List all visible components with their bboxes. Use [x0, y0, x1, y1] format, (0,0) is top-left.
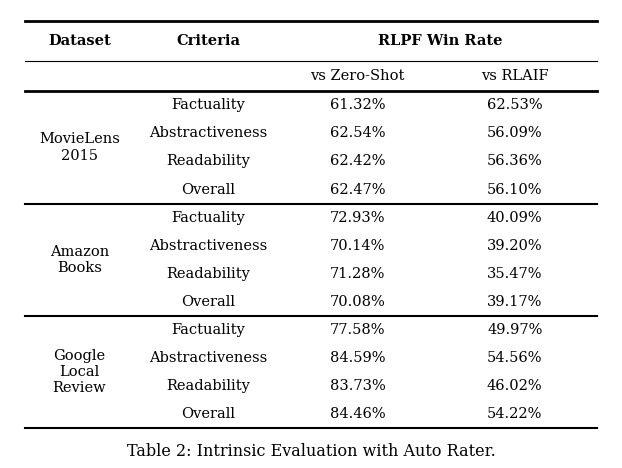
Text: 61.32%: 61.32% — [330, 98, 386, 112]
Text: 39.17%: 39.17% — [487, 295, 542, 309]
Text: vs RLAIF: vs RLAIF — [481, 69, 549, 83]
Text: 39.20%: 39.20% — [487, 239, 542, 253]
Text: 71.28%: 71.28% — [330, 267, 386, 281]
Text: 56.09%: 56.09% — [487, 126, 542, 140]
Text: Amazon
Books: Amazon Books — [50, 245, 109, 275]
Text: 62.47%: 62.47% — [330, 183, 386, 197]
Text: RLPF Win Rate: RLPF Win Rate — [378, 34, 503, 48]
Text: 77.58%: 77.58% — [330, 323, 386, 337]
Text: 56.10%: 56.10% — [487, 183, 542, 197]
Text: 49.97%: 49.97% — [487, 323, 542, 337]
Text: Factuality: Factuality — [172, 98, 245, 112]
Text: 72.93%: 72.93% — [330, 211, 386, 225]
Text: Overall: Overall — [182, 183, 235, 197]
Text: 62.42%: 62.42% — [330, 154, 386, 168]
Text: Readability: Readability — [167, 379, 250, 393]
Text: Overall: Overall — [182, 407, 235, 421]
Text: 70.14%: 70.14% — [330, 239, 386, 253]
Text: 46.02%: 46.02% — [487, 379, 542, 393]
Text: 62.53%: 62.53% — [487, 98, 542, 112]
Text: Dataset: Dataset — [48, 34, 111, 48]
Text: Readability: Readability — [167, 154, 250, 168]
Text: 56.36%: 56.36% — [487, 154, 542, 168]
Text: Factuality: Factuality — [172, 323, 245, 337]
Text: Google
Local
Review: Google Local Review — [52, 349, 106, 395]
Text: 84.59%: 84.59% — [330, 351, 386, 365]
Text: Overall: Overall — [182, 295, 235, 309]
Text: MovieLens
2015: MovieLens 2015 — [39, 132, 120, 162]
Text: Criteria: Criteria — [177, 34, 240, 48]
Text: 70.08%: 70.08% — [330, 295, 386, 309]
Text: 83.73%: 83.73% — [330, 379, 386, 393]
Text: 35.47%: 35.47% — [487, 267, 542, 281]
Text: 54.56%: 54.56% — [487, 351, 542, 365]
Text: 84.46%: 84.46% — [330, 407, 386, 421]
Text: vs Zero-Shot: vs Zero-Shot — [310, 69, 405, 83]
Text: Readability: Readability — [167, 267, 250, 281]
Text: 40.09%: 40.09% — [487, 211, 542, 225]
Text: Abstractiveness: Abstractiveness — [149, 126, 267, 140]
Text: Factuality: Factuality — [172, 211, 245, 225]
Text: 62.54%: 62.54% — [330, 126, 386, 140]
Text: Abstractiveness: Abstractiveness — [149, 351, 267, 365]
Text: Abstractiveness: Abstractiveness — [149, 239, 267, 253]
Text: Table 2: Intrinsic Evaluation with Auto Rater.: Table 2: Intrinsic Evaluation with Auto … — [127, 443, 495, 460]
Text: 54.22%: 54.22% — [487, 407, 542, 421]
